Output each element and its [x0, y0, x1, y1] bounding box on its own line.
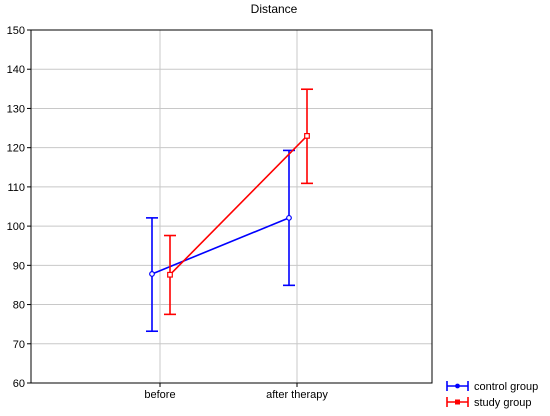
x-tick-label: after therapy [266, 389, 328, 401]
data-point [149, 271, 155, 277]
series-control-group [146, 149, 295, 333]
y-tick-label: 130 [7, 103, 25, 115]
y-tick-label: 80 [13, 300, 25, 312]
y-tick-label: 90 [13, 260, 25, 272]
y-tick-label: 150 [7, 25, 25, 37]
legend-item: study group [446, 397, 531, 409]
y-axis: 60 70 80 90 100 110 120 130 140 150 [7, 25, 31, 390]
y-tick-label: 120 [7, 143, 25, 155]
legend-label: control group [474, 381, 538, 393]
series-layer [146, 88, 313, 333]
chart-title: Distance [251, 2, 298, 16]
legend: control group study group [446, 381, 538, 409]
series-line [151, 217, 290, 275]
grid-lines [31, 30, 432, 383]
legend-label: study group [474, 397, 531, 409]
legend-marker [455, 399, 460, 405]
y-tick-label: 100 [7, 221, 25, 233]
x-tick-label: before [144, 389, 175, 401]
legend-marker [455, 383, 460, 389]
series-study-group [164, 88, 313, 316]
y-tick-label: 60 [13, 378, 25, 390]
plot-area-frame [30, 29, 433, 384]
y-tick-label: 110 [7, 182, 25, 194]
data-point [286, 214, 292, 221]
data-point [304, 133, 310, 139]
data-point [167, 271, 173, 278]
y-tick-label: 70 [13, 339, 25, 351]
series-line [169, 135, 308, 276]
y-tick-label: 140 [7, 64, 25, 76]
x-axis: before after therapy [144, 383, 328, 401]
legend-item: control group [446, 381, 538, 393]
